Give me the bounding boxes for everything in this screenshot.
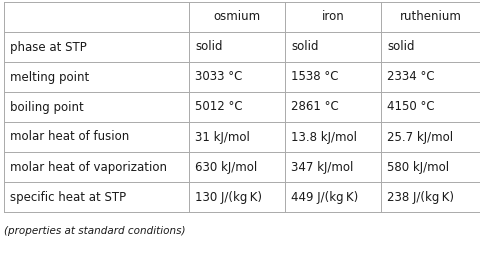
Text: 31 kJ/mol: 31 kJ/mol: [194, 130, 249, 144]
Text: iron: iron: [321, 10, 344, 23]
Text: solid: solid: [194, 40, 222, 54]
Text: molar heat of fusion: molar heat of fusion: [10, 130, 129, 144]
Text: solid: solid: [290, 40, 318, 54]
Text: 580 kJ/mol: 580 kJ/mol: [386, 161, 448, 174]
Text: 3033 °C: 3033 °C: [194, 70, 242, 84]
Text: specific heat at STP: specific heat at STP: [10, 191, 126, 204]
Text: 4150 °C: 4150 °C: [386, 100, 434, 114]
Text: 5012 °C: 5012 °C: [194, 100, 242, 114]
Text: phase at STP: phase at STP: [10, 40, 86, 54]
Text: solid: solid: [386, 40, 414, 54]
Text: 130 J/(kg K): 130 J/(kg K): [194, 191, 262, 204]
Text: 238 J/(kg K): 238 J/(kg K): [386, 191, 453, 204]
Text: 25.7 kJ/mol: 25.7 kJ/mol: [386, 130, 452, 144]
Text: osmium: osmium: [213, 10, 260, 23]
Text: 2861 °C: 2861 °C: [290, 100, 338, 114]
Text: boiling point: boiling point: [10, 100, 84, 114]
Text: molar heat of vaporization: molar heat of vaporization: [10, 161, 167, 174]
Text: melting point: melting point: [10, 70, 89, 84]
Text: 2334 °C: 2334 °C: [386, 70, 434, 84]
Text: 13.8 kJ/mol: 13.8 kJ/mol: [290, 130, 356, 144]
Text: ruthenium: ruthenium: [399, 10, 461, 23]
Text: 630 kJ/mol: 630 kJ/mol: [194, 161, 257, 174]
Text: 347 kJ/mol: 347 kJ/mol: [290, 161, 353, 174]
Text: 1538 °C: 1538 °C: [290, 70, 338, 84]
Text: 449 J/(kg K): 449 J/(kg K): [290, 191, 358, 204]
Text: (properties at standard conditions): (properties at standard conditions): [4, 226, 185, 236]
